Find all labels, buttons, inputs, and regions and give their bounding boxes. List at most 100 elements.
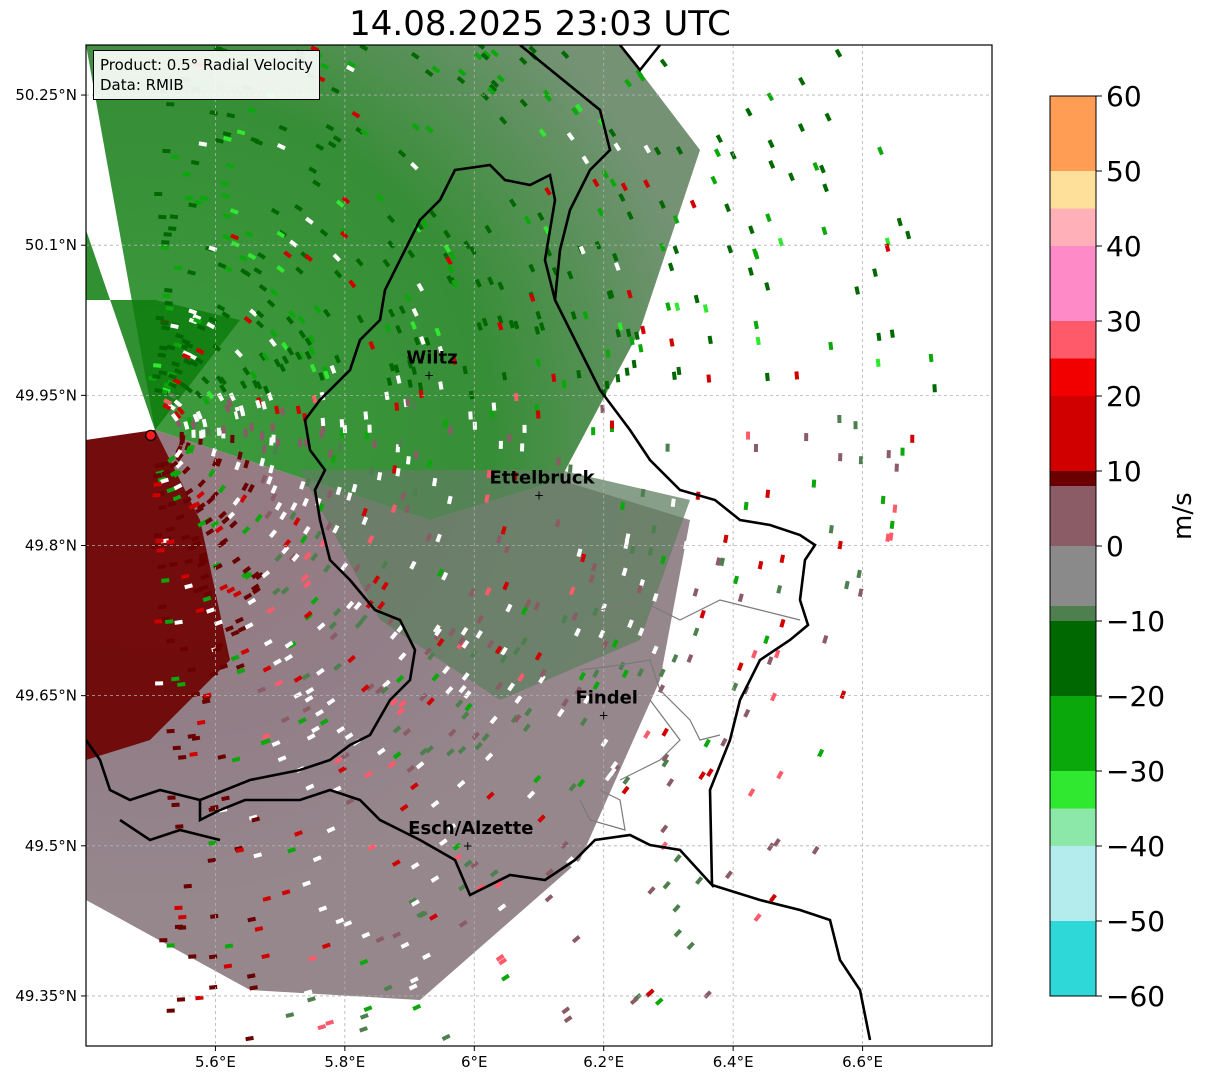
- radar-gate: [766, 92, 775, 102]
- radar-gate: [255, 399, 262, 409]
- radar-gate: [153, 481, 162, 487]
- radar-gate: [351, 483, 358, 493]
- lon-tick-label: 6°E: [461, 1053, 488, 1071]
- radar-gate: [261, 570, 271, 579]
- radar-gate: [339, 230, 349, 240]
- radar-gate: [770, 692, 777, 702]
- radar-gate: [706, 374, 712, 383]
- radar-gate: [497, 903, 507, 912]
- radar-gate: [794, 371, 800, 380]
- radar-gate: [613, 142, 622, 152]
- radar-gate: [239, 494, 248, 503]
- radar-gate: [566, 131, 575, 141]
- radar-gate: [247, 483, 255, 493]
- lat-tick-label: 49.65°N: [15, 687, 77, 705]
- colorbar-segment: [1050, 846, 1096, 922]
- lon-tick-label: 6.4°E: [713, 1053, 754, 1071]
- radar-gate: [481, 317, 489, 327]
- radar-gate: [484, 752, 494, 762]
- radar-gate: [505, 603, 513, 613]
- radar-gate: [326, 826, 336, 834]
- radar-gate: [539, 668, 547, 678]
- radar-gate: [654, 997, 664, 1006]
- radar-gate: [811, 845, 820, 855]
- radar-gate: [188, 444, 195, 454]
- radar-gate: [249, 370, 258, 380]
- radar-gate: [658, 200, 666, 209]
- radar-gate: [600, 738, 609, 748]
- radar-gate: [182, 171, 192, 177]
- radar-gate: [651, 525, 657, 534]
- radar-gate: [489, 869, 499, 878]
- radar-gate: [222, 131, 232, 138]
- radar-gate: [452, 842, 462, 851]
- radar-gate: [544, 894, 554, 903]
- radar-gate: [171, 676, 180, 682]
- radar-gate: [618, 193, 626, 203]
- radar-gate: [568, 586, 576, 596]
- radar-gate: [221, 192, 231, 199]
- radar-gate: [434, 327, 442, 337]
- radar-gate: [386, 214, 396, 224]
- radar-gate: [347, 654, 356, 664]
- colorbar-segment: [1050, 808, 1096, 847]
- radar-gate: [168, 226, 177, 231]
- radar-gate: [582, 310, 589, 320]
- radar-gate: [673, 854, 682, 863]
- radar-gate: [209, 913, 219, 919]
- radar-gate: [876, 332, 882, 342]
- radar-gate: [575, 923, 585, 932]
- radar-gate: [359, 45, 369, 52]
- radar-gate: [491, 402, 497, 411]
- radar-gate: [574, 686, 582, 696]
- radar-gate: [812, 162, 820, 171]
- radar-gate: [230, 233, 240, 241]
- radar-gate: [476, 45, 486, 50]
- radar-gate: [274, 679, 284, 687]
- radar-gate: [703, 990, 712, 999]
- radar-gate: [652, 592, 659, 602]
- radar-gate: [767, 780, 775, 790]
- radar-gate: [804, 433, 809, 442]
- radar-gate: [172, 494, 182, 502]
- radar-gate: [776, 584, 783, 594]
- radar-gate: [260, 474, 268, 484]
- radar-gate: [765, 372, 770, 382]
- radar-gate: [158, 214, 167, 220]
- radar-gate: [621, 669, 629, 679]
- radar-gate: [237, 625, 247, 633]
- radar-gate: [703, 757, 711, 767]
- radar-gate: [391, 859, 401, 867]
- radar-gate: [276, 265, 285, 274]
- radar-gate: [328, 621, 338, 630]
- radar-gate: [230, 240, 240, 248]
- radar-gate: [428, 209, 437, 219]
- radar-gate: [513, 714, 522, 723]
- radar-gate: [222, 234, 232, 241]
- radar-gate: [157, 352, 167, 358]
- radar-gate: [172, 745, 181, 751]
- radar-gate: [425, 745, 434, 754]
- colorbar-segment: [1050, 921, 1096, 997]
- radar-gate: [458, 920, 468, 928]
- radar-gate: [632, 845, 642, 854]
- radar-gate: [284, 653, 294, 662]
- lat-tick-label: 49.35°N: [15, 987, 77, 1005]
- radar-gate: [670, 498, 676, 507]
- radar-gate: [179, 431, 184, 441]
- radar-gate: [660, 555, 666, 565]
- radar-gate: [526, 790, 536, 800]
- radar-gate: [318, 372, 325, 381]
- radar-gate: [191, 501, 201, 509]
- radar-gate: [351, 110, 361, 119]
- radar-gate: [669, 338, 675, 347]
- radar-gate: [435, 533, 442, 543]
- radar-gate: [249, 422, 254, 432]
- radar-gate: [231, 556, 241, 565]
- radar-gate: [768, 893, 777, 903]
- radar-gate: [361, 507, 368, 517]
- radar-gate: [624, 78, 633, 88]
- radar-gate: [494, 645, 503, 655]
- colorbar-segment: [1050, 358, 1096, 397]
